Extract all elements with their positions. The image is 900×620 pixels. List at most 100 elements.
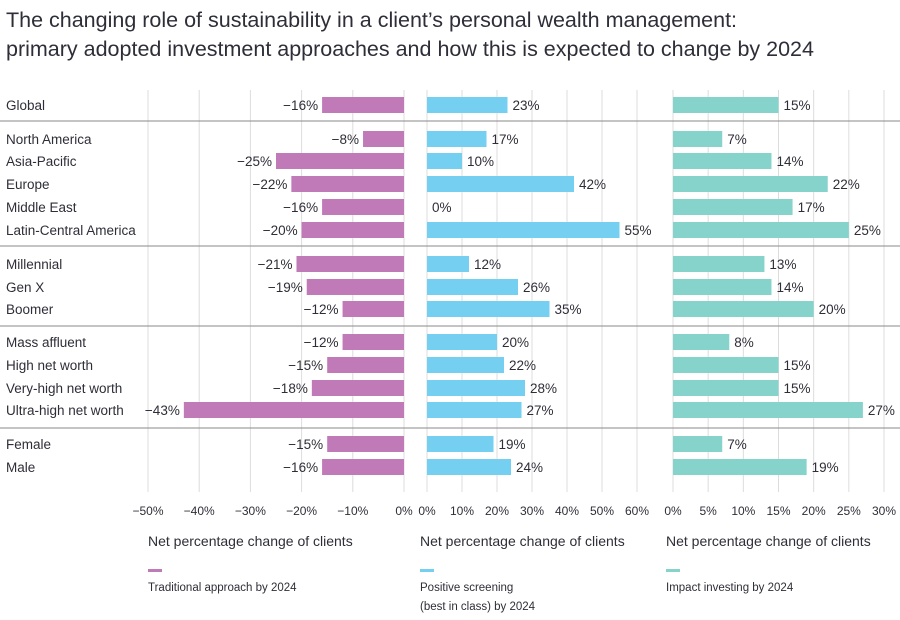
bar-impact: [673, 380, 779, 396]
value-label-traditional: −12%: [304, 335, 339, 350]
value-label-traditional: −25%: [237, 154, 272, 169]
chart-title-line-2: primary adopted investment approaches an…: [6, 37, 814, 61]
category-label: Boomer: [6, 302, 54, 317]
value-label-traditional: −43%: [145, 403, 180, 418]
category-label: Female: [6, 437, 51, 452]
category-label: High net worth: [6, 358, 93, 373]
value-label-positive: 10%: [467, 154, 494, 169]
bar-impact: [673, 97, 779, 113]
legend-swatch-positive: [420, 569, 434, 572]
tick-label-impact: 5%: [699, 504, 717, 518]
value-label-traditional: −12%: [304, 302, 339, 317]
value-label-impact: 25%: [854, 223, 881, 238]
tick-label-traditional: −40%: [184, 504, 215, 518]
value-label-impact: 13%: [769, 257, 796, 272]
bar-impact: [673, 131, 723, 147]
tick-label-impact: 20%: [802, 504, 826, 518]
value-label-impact: 17%: [798, 200, 825, 215]
bar-positive: [427, 131, 487, 147]
bar-positive: [427, 380, 525, 396]
bar-positive: [427, 301, 550, 317]
bar-traditional: [363, 131, 404, 147]
value-label-impact: 15%: [784, 98, 811, 113]
tick-label-impact: 15%: [766, 504, 790, 518]
value-label-impact: 7%: [727, 437, 747, 452]
value-label-impact: 19%: [812, 460, 839, 475]
bar-impact: [673, 357, 779, 373]
legend-swatch-impact: [666, 569, 680, 572]
tick-label-positive: 50%: [590, 504, 614, 518]
category-label: North America: [6, 132, 92, 147]
category-label: Millennial: [6, 257, 62, 272]
tick-label-positive: 30%: [520, 504, 544, 518]
bar-traditional: [276, 153, 404, 169]
tick-label-traditional: −50%: [132, 504, 163, 518]
category-label: Ultra-high net worth: [6, 403, 124, 418]
bar-traditional: [296, 256, 404, 272]
tick-label-traditional: −20%: [286, 504, 317, 518]
value-label-positive: 26%: [523, 280, 550, 295]
category-label: Latin-Central America: [6, 223, 136, 238]
value-label-positive: 12%: [474, 257, 501, 272]
value-label-traditional: −16%: [283, 460, 318, 475]
value-label-positive: 19%: [499, 437, 526, 452]
tick-label-impact: 30%: [872, 504, 896, 518]
bar-impact: [673, 222, 849, 238]
bar-traditional: [327, 436, 404, 452]
chart-title: The changing role of sustainability in a…: [6, 6, 896, 64]
value-label-impact: 14%: [776, 280, 803, 295]
bar-positive: [427, 97, 508, 113]
value-label-impact: 15%: [784, 381, 811, 396]
axis-title-impact: Net percentage change of clients: [666, 533, 871, 549]
tick-label-traditional: 0%: [395, 504, 413, 518]
tick-label-impact: 10%: [731, 504, 755, 518]
bar-positive: [427, 222, 620, 238]
bar-traditional: [301, 222, 404, 238]
category-label: Mass affluent: [6, 335, 86, 350]
value-label-positive: 22%: [509, 358, 536, 373]
tick-label-impact: 0%: [664, 504, 682, 518]
legend-label-impact: Impact investing by 2024: [666, 582, 794, 594]
bar-positive: [427, 176, 574, 192]
legend-label-positive: (best in class) by 2024: [420, 601, 536, 613]
value-label-impact: 15%: [784, 358, 811, 373]
bar-impact: [673, 176, 828, 192]
value-label-traditional: −15%: [288, 437, 323, 452]
bar-impact: [673, 459, 807, 475]
bar-impact: [673, 199, 793, 215]
value-label-traditional: −19%: [268, 280, 303, 295]
category-label: Middle East: [6, 200, 77, 215]
tick-label-positive: 60%: [625, 504, 649, 518]
value-label-impact: 20%: [819, 302, 846, 317]
value-label-positive: 0%: [432, 200, 452, 215]
value-label-traditional: −20%: [263, 223, 298, 238]
bar-traditional: [342, 301, 404, 317]
axis-title-positive: Net percentage change of clients: [420, 533, 625, 549]
bar-traditional: [322, 199, 404, 215]
value-label-impact: 22%: [833, 177, 860, 192]
bar-positive: [427, 436, 494, 452]
value-label-impact: 14%: [776, 154, 803, 169]
value-label-positive: 17%: [492, 132, 519, 147]
value-label-positive: 28%: [530, 381, 557, 396]
value-label-traditional: −15%: [288, 358, 323, 373]
bar-traditional: [183, 402, 404, 418]
bar-impact: [673, 279, 772, 295]
bar-traditional: [306, 279, 404, 295]
bar-impact: [673, 402, 863, 418]
tick-label-positive: 20%: [485, 504, 509, 518]
bar-positive: [427, 357, 504, 373]
value-label-positive: 24%: [516, 460, 543, 475]
value-label-traditional: −21%: [258, 257, 293, 272]
tick-label-traditional: −30%: [235, 504, 266, 518]
bar-impact: [673, 256, 765, 272]
value-label-traditional: −22%: [252, 177, 287, 192]
value-label-impact: 8%: [734, 335, 754, 350]
bar-impact: [673, 301, 814, 317]
category-label: Male: [6, 460, 35, 475]
bar-impact: [673, 436, 723, 452]
bar-traditional: [291, 176, 404, 192]
bar-positive: [427, 153, 462, 169]
legend-label-traditional: Traditional approach by 2024: [148, 582, 297, 594]
